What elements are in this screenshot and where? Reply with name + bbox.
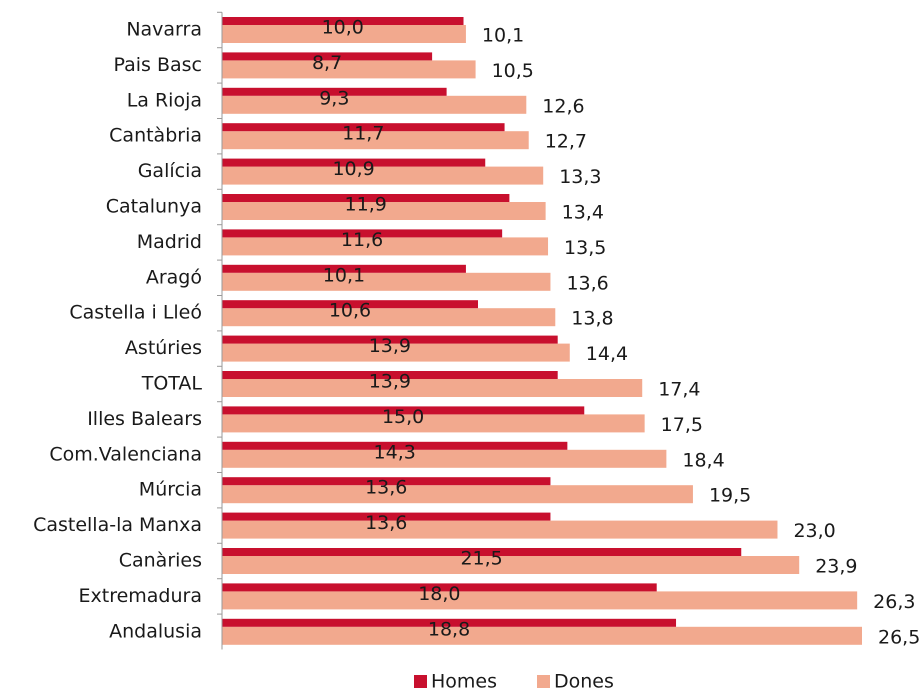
- bar: [222, 343, 570, 362]
- value-label: 18,8: [428, 618, 470, 640]
- value-label: 13,8: [571, 308, 613, 330]
- bar: [222, 556, 800, 574]
- legend-swatch: [414, 675, 427, 688]
- legend-label: Homes: [431, 671, 497, 691]
- bar: [222, 477, 551, 486]
- value-label: 26,3: [873, 591, 915, 613]
- value-label: 18,4: [682, 449, 724, 471]
- value-label: 13,6: [566, 272, 608, 294]
- bar: [222, 158, 486, 167]
- category-label: Andalusia: [109, 620, 202, 642]
- value-label: 19,5: [709, 485, 751, 507]
- category-label: Navarra: [126, 19, 202, 41]
- category-label: Catalunya: [106, 196, 202, 218]
- value-label: 10,1: [482, 25, 524, 47]
- bar: [222, 406, 585, 415]
- category-label: Galícia: [138, 160, 202, 182]
- bar: [222, 591, 858, 610]
- value-label: 11,6: [341, 229, 383, 251]
- bar: [222, 272, 551, 291]
- category-label: Extremadura: [79, 585, 203, 607]
- value-label: 14,4: [586, 343, 628, 365]
- bar: [222, 441, 568, 450]
- value-label: 12,6: [542, 95, 584, 117]
- bar: [222, 17, 464, 25]
- value-label: 10,0: [322, 17, 364, 39]
- value-label: 17,4: [658, 379, 700, 401]
- category-label: Madrid: [137, 231, 202, 253]
- bar: [222, 512, 551, 521]
- bar: [222, 371, 558, 379]
- bar: [222, 379, 643, 397]
- category-label: Astúries: [125, 337, 202, 359]
- category-label: Canàries: [119, 550, 202, 572]
- bar: [222, 618, 677, 627]
- bar: [222, 229, 503, 238]
- category-label: Aragó: [146, 266, 202, 288]
- bar: [222, 25, 466, 43]
- category-label: Com.Valenciana: [49, 443, 202, 465]
- value-label: 13,9: [369, 335, 411, 357]
- bar: [222, 166, 544, 185]
- value-label: 13,3: [559, 166, 601, 188]
- category-label: Castella i Lleó: [69, 302, 202, 324]
- value-label: 10,5: [492, 60, 534, 82]
- value-label: 26,5: [878, 626, 920, 648]
- value-label: 8,7: [312, 52, 342, 74]
- category-label: Castella-la Manxa: [33, 514, 202, 536]
- value-label: 13,5: [564, 237, 606, 259]
- bar: [222, 202, 546, 220]
- value-label: 23,9: [815, 556, 857, 578]
- legend-label: Dones: [554, 671, 614, 691]
- bar: [222, 583, 657, 592]
- value-label: 9,3: [319, 87, 349, 109]
- bar: [222, 335, 558, 344]
- value-label: 15,0: [382, 406, 424, 428]
- bar: [222, 123, 505, 132]
- value-label: 23,0: [793, 520, 835, 542]
- category-label: Cantàbria: [109, 125, 202, 147]
- value-label: 14,3: [374, 441, 416, 463]
- value-label: 10,1: [323, 264, 365, 286]
- category-label: TOTAL: [141, 373, 203, 395]
- bar: [222, 60, 476, 79]
- category-label: Múrcia: [139, 479, 202, 501]
- value-label: 13,9: [369, 371, 411, 393]
- bar: [222, 520, 778, 539]
- value-label: 12,7: [545, 131, 587, 153]
- category-label: Illes Balears: [87, 408, 202, 430]
- value-label: 11,7: [342, 123, 384, 145]
- value-label: 18,0: [418, 583, 460, 605]
- category-label: Pais Basc: [114, 54, 203, 76]
- bar: [222, 414, 645, 433]
- bar: [222, 52, 433, 61]
- bar: [222, 449, 667, 468]
- bar: [222, 308, 556, 327]
- bar: [222, 131, 529, 150]
- bar: [222, 87, 447, 96]
- bar: [222, 194, 510, 202]
- bar: [222, 95, 527, 114]
- bar: [222, 626, 862, 645]
- legend-swatch: [537, 675, 550, 688]
- bar: [222, 300, 478, 309]
- value-label: 17,5: [661, 414, 703, 436]
- bar: [222, 485, 693, 504]
- bar: [222, 237, 549, 256]
- value-label: 21,5: [460, 548, 502, 570]
- value-label: 13,6: [365, 512, 407, 534]
- value-label: 13,4: [562, 202, 604, 224]
- category-label: La Rioja: [127, 89, 202, 111]
- value-label: 10,6: [329, 300, 371, 322]
- bar: [222, 264, 466, 273]
- bar: [222, 548, 742, 556]
- value-label: 13,6: [365, 477, 407, 499]
- value-label: 10,9: [332, 158, 374, 180]
- value-label: 11,9: [345, 194, 387, 216]
